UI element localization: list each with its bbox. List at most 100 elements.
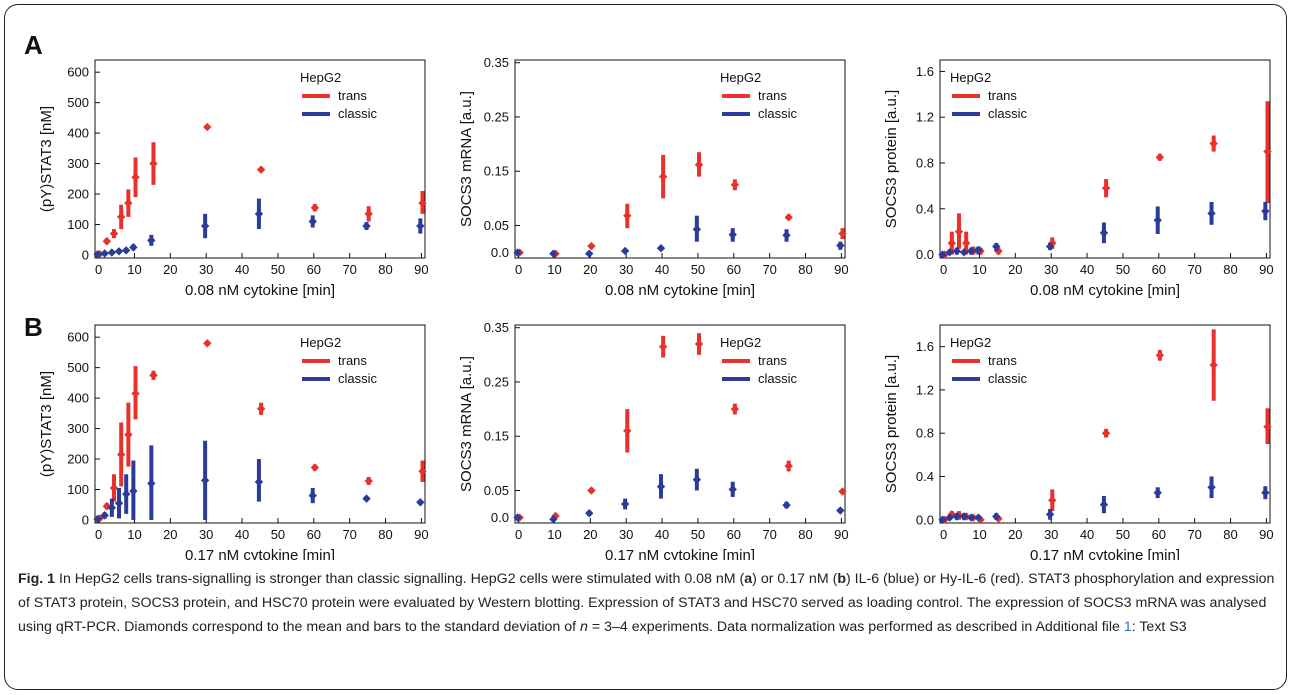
classic-mean-marker bbox=[959, 248, 969, 257]
legend-label-trans: trans bbox=[338, 88, 367, 103]
classic-mean-marker bbox=[1045, 242, 1055, 251]
x-tick-label: 70 bbox=[762, 527, 776, 542]
x-tick-label: 90 bbox=[1259, 262, 1273, 277]
y-tick-label: 0 bbox=[82, 512, 89, 527]
x-tick-label: 30 bbox=[199, 527, 213, 542]
trans-mean-marker bbox=[364, 476, 373, 486]
y-tick-label: 0.0 bbox=[491, 245, 509, 260]
trans-mean-marker bbox=[838, 487, 847, 496]
y-tick-label: 0.0 bbox=[916, 512, 934, 527]
x-tick-label: 60 bbox=[727, 262, 741, 277]
x-tick-label: 30 bbox=[1044, 527, 1058, 542]
x-tick-label: 40 bbox=[235, 527, 249, 542]
classic-mean-marker bbox=[836, 506, 845, 515]
y-tick-label: 0.0 bbox=[491, 510, 509, 525]
x-tick-label: 10 bbox=[127, 527, 141, 542]
classic-mean-marker bbox=[107, 248, 117, 257]
x-tick-label: 90 bbox=[834, 527, 848, 542]
legend-label-trans: trans bbox=[338, 353, 367, 368]
trans-mean-marker bbox=[364, 209, 373, 219]
x-tick-label: 90 bbox=[1259, 527, 1273, 542]
classic-mean-marker bbox=[952, 246, 962, 256]
y-axis-label: (pY)STAT3 [nM] bbox=[38, 371, 55, 477]
y-tick-label: 200 bbox=[67, 452, 89, 467]
legend-title: HepG2 bbox=[300, 335, 341, 350]
x-tick-label: 40 bbox=[655, 527, 669, 542]
y-tick-label: 0.05 bbox=[484, 218, 509, 233]
legend-label-trans: trans bbox=[758, 353, 787, 368]
x-tick-label: 50 bbox=[691, 262, 705, 277]
classic-mean-marker bbox=[362, 494, 371, 503]
classic-mean-marker bbox=[1153, 216, 1162, 225]
y-tick-label: 0.8 bbox=[916, 156, 934, 171]
y-tick-label: 0.25 bbox=[484, 109, 509, 124]
y-tick-label: 300 bbox=[67, 156, 89, 171]
y-tick-label: 400 bbox=[67, 126, 89, 141]
classic-mean-marker bbox=[100, 249, 109, 258]
y-axis-label: SOCS3 protein [a.u.] bbox=[883, 90, 900, 228]
y-tick-label: 400 bbox=[67, 391, 89, 406]
y-tick-label: 1.6 bbox=[916, 64, 934, 79]
x-tick-label: 0 bbox=[515, 262, 522, 277]
legend-label-classic: classic bbox=[988, 106, 1028, 121]
classic-mean-marker bbox=[93, 514, 102, 524]
y-tick-label: 1.2 bbox=[916, 382, 934, 397]
y-tick-label: 1.2 bbox=[916, 110, 934, 125]
classic-mean-marker bbox=[513, 513, 522, 522]
x-tick-label: 10 bbox=[972, 262, 986, 277]
x-tick-label: 50 bbox=[1116, 262, 1130, 277]
classic-mean-marker bbox=[308, 217, 317, 226]
y-tick-label: 0.35 bbox=[484, 55, 509, 70]
x-tick-label: 20 bbox=[583, 262, 597, 277]
classic-mean-marker bbox=[93, 250, 102, 259]
trans-mean-marker bbox=[1209, 139, 1218, 148]
classic-mean-marker bbox=[836, 241, 845, 250]
plot-frame bbox=[94, 59, 426, 259]
classic-mean-marker bbox=[362, 221, 371, 231]
trans-mean-marker bbox=[587, 486, 596, 495]
trans-mean-marker bbox=[203, 339, 212, 348]
classic-mean-marker bbox=[728, 485, 737, 494]
x-tick-label: 70 bbox=[342, 262, 356, 277]
x-tick-label: 60 bbox=[1152, 527, 1166, 542]
classic-mean-marker bbox=[147, 479, 156, 488]
caption-ref-b: b bbox=[837, 571, 846, 587]
classic-mean-marker bbox=[1207, 209, 1216, 218]
classic-mean-marker bbox=[129, 243, 138, 252]
y-tick-label: 500 bbox=[67, 360, 89, 375]
x-tick-label: 90 bbox=[414, 527, 428, 542]
x-tick-label: 60 bbox=[307, 262, 321, 277]
chart-B2: 0 10 20 30 40 50 60 70 80 90 0.0 0.05 0.15 0.25 0.35 0.… bbox=[458, 320, 849, 560]
classic-mean-marker bbox=[200, 221, 210, 231]
caption-additional-file-link[interactable]: 1 bbox=[1123, 619, 1132, 635]
classic-mean-marker bbox=[620, 499, 630, 509]
y-tick-label: 200 bbox=[67, 187, 89, 202]
trans-mean-marker bbox=[1155, 351, 1165, 360]
x-tick-label: 20 bbox=[163, 262, 177, 277]
classic-mean-marker bbox=[1261, 488, 1270, 497]
trans-mean-marker bbox=[730, 180, 740, 189]
x-tick-label: 0 bbox=[515, 527, 522, 542]
y-tick-label: 600 bbox=[67, 330, 89, 345]
classic-mean-marker bbox=[254, 209, 264, 219]
y-tick-label: 0 bbox=[82, 247, 89, 262]
trans-mean-marker bbox=[109, 229, 119, 238]
y-tick-label: 0.05 bbox=[484, 483, 509, 498]
x-tick-label: 60 bbox=[307, 527, 321, 542]
caption-text-5: : Text S3 bbox=[1131, 619, 1187, 635]
classic-mean-marker bbox=[656, 482, 666, 491]
classic-mean-marker bbox=[100, 511, 109, 520]
trans-mean-marker bbox=[730, 404, 740, 414]
classic-mean-marker bbox=[656, 244, 666, 253]
caption-text-3: ) IL-6 (blue) or Hy-IL-6 (red). STAT3 ph… bbox=[18, 571, 1275, 635]
figure-frame bbox=[4, 4, 1287, 690]
chart-A2: 0 10 20 30 40 50 60 70 80 90 0.0 0.05 0.15 0.25 0.35 0.… bbox=[458, 55, 849, 299]
caption-label: Fig. 1 bbox=[18, 571, 56, 587]
trans-mean-marker bbox=[149, 371, 158, 380]
y-axis-label: SOCS3 mRNA [a.u.] bbox=[458, 356, 475, 492]
x-tick-label: 0 bbox=[95, 262, 102, 277]
trans-mean-marker bbox=[149, 159, 158, 168]
plot-frame bbox=[514, 324, 846, 524]
x-tick-label: 50 bbox=[691, 527, 705, 542]
classic-mean-marker bbox=[416, 498, 425, 507]
